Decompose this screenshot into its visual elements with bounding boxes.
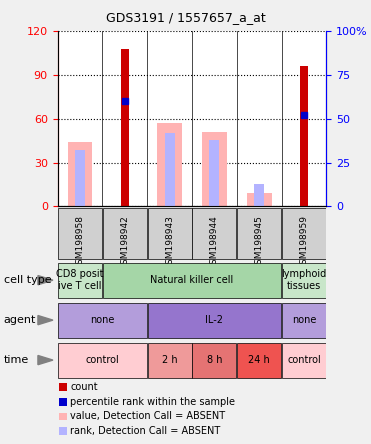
Bar (282, 302, 326, 338)
Text: cell type: cell type (4, 275, 51, 285)
Bar (210, 140, 219, 206)
Bar (59, 412, 67, 420)
Text: 24 h: 24 h (248, 355, 270, 365)
Text: lymphoid
tissues: lymphoid tissues (282, 270, 327, 291)
Text: GSM198943: GSM198943 (165, 215, 174, 270)
Bar (59, 398, 67, 406)
Bar (157, 123, 182, 206)
Bar (58, 342, 147, 378)
Bar (148, 208, 191, 259)
Text: GSM198944: GSM198944 (210, 215, 219, 270)
Text: GSM198959: GSM198959 (299, 215, 309, 270)
Text: 8 h: 8 h (207, 355, 222, 365)
Bar (300, 66, 308, 206)
Text: 2 h: 2 h (162, 355, 177, 365)
Bar (282, 342, 326, 378)
Text: control: control (287, 355, 321, 365)
Text: GSM198958: GSM198958 (75, 215, 85, 270)
Bar (193, 208, 236, 259)
Bar (237, 342, 281, 378)
Bar (148, 342, 191, 378)
Bar (103, 208, 147, 259)
Bar (165, 133, 174, 206)
Text: IL-2: IL-2 (206, 315, 223, 325)
Text: CD8 posit
ive T cell: CD8 posit ive T cell (56, 270, 104, 291)
Bar (202, 132, 227, 206)
Bar (121, 49, 129, 206)
Bar (282, 262, 326, 298)
Bar (254, 184, 264, 206)
Bar (237, 208, 281, 259)
Bar (58, 262, 102, 298)
Bar (59, 383, 67, 391)
Bar (58, 208, 102, 259)
Text: GSM198945: GSM198945 (255, 215, 264, 270)
Text: Natural killer cell: Natural killer cell (150, 275, 234, 285)
Text: GDS3191 / 1557657_a_at: GDS3191 / 1557657_a_at (106, 11, 265, 24)
Bar (193, 342, 236, 378)
Text: value, Detection Call = ABSENT: value, Detection Call = ABSENT (70, 412, 226, 421)
Text: rank, Detection Call = ABSENT: rank, Detection Call = ABSENT (70, 426, 221, 436)
Text: percentile rank within the sample: percentile rank within the sample (70, 397, 236, 407)
Text: control: control (85, 355, 119, 365)
Bar (59, 427, 67, 435)
Polygon shape (38, 356, 53, 365)
Text: agent: agent (4, 315, 36, 325)
Text: none: none (90, 315, 115, 325)
Bar (247, 193, 272, 206)
Bar (58, 302, 147, 338)
Text: time: time (4, 355, 29, 365)
Polygon shape (38, 276, 53, 285)
Bar (103, 262, 281, 298)
Text: count: count (70, 382, 98, 392)
Bar (282, 208, 326, 259)
Polygon shape (38, 316, 53, 325)
Bar (75, 151, 85, 206)
Bar (68, 142, 92, 206)
Text: none: none (292, 315, 316, 325)
Text: GSM198942: GSM198942 (120, 215, 129, 270)
Bar (148, 302, 281, 338)
